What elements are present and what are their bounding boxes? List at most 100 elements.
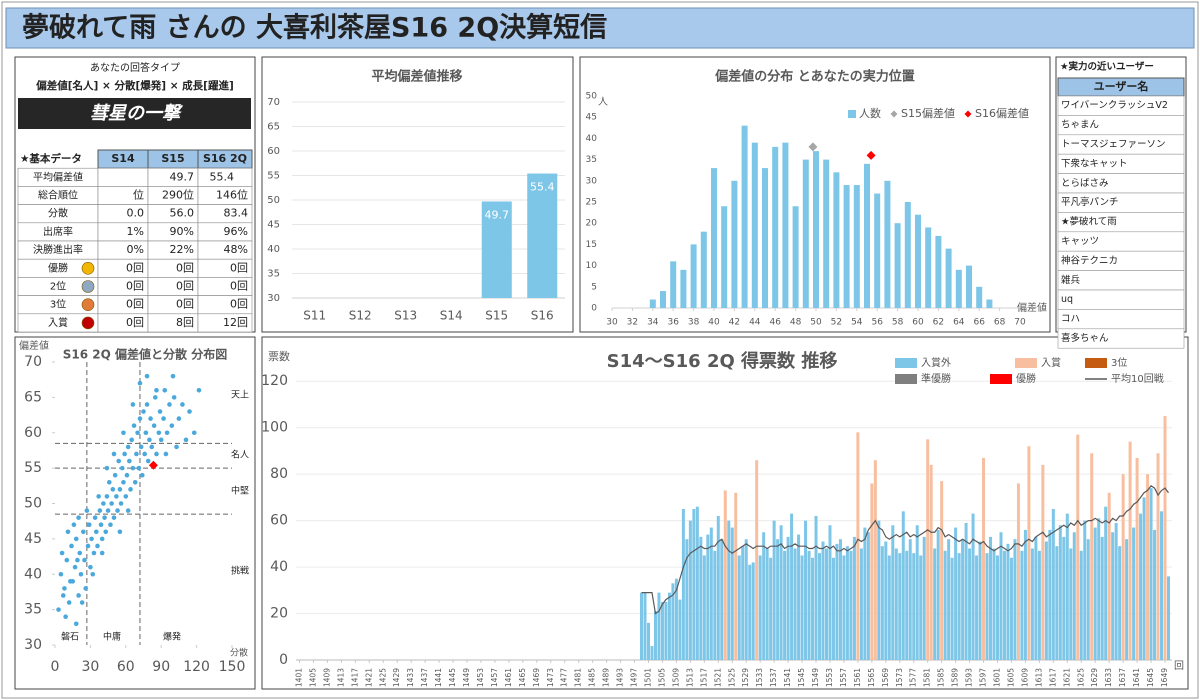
y-tick-label: 15 bbox=[586, 240, 597, 250]
bar bbox=[700, 231, 707, 308]
chart-title: S14～S16 2Q 得票数 推移 bbox=[607, 350, 838, 372]
vote-bar bbox=[727, 520, 731, 660]
vote-bar bbox=[751, 562, 755, 660]
point bbox=[170, 373, 176, 379]
x-tick-label: 60 bbox=[117, 659, 135, 675]
highlight-point bbox=[148, 460, 158, 470]
user-name: 雑兵 bbox=[1061, 274, 1081, 286]
vote-bar bbox=[818, 553, 822, 660]
y-tick-label: 70 bbox=[267, 97, 280, 108]
vote-bar bbox=[692, 509, 696, 660]
x-tick-label: 0 bbox=[51, 659, 60, 675]
point bbox=[158, 437, 164, 443]
point bbox=[91, 550, 97, 556]
y-tick-label: 65 bbox=[24, 389, 42, 405]
table-value: 0回 bbox=[126, 261, 144, 274]
point bbox=[196, 388, 202, 393]
point bbox=[121, 479, 126, 485]
y-tick-label: 60 bbox=[267, 146, 280, 157]
table-cell bbox=[97, 167, 149, 187]
point bbox=[127, 458, 132, 464]
y-tick-label: 40 bbox=[267, 244, 280, 255]
user-name: ★夢破れて雨 bbox=[1061, 216, 1117, 228]
user-name: 平凡亭パンチ bbox=[1061, 196, 1118, 208]
column-header: S16 2Q bbox=[203, 152, 247, 165]
bar bbox=[823, 159, 830, 308]
vote-bar bbox=[1079, 550, 1083, 660]
point bbox=[81, 529, 86, 535]
user-cell bbox=[1057, 289, 1185, 310]
x-tick-label: 1569 bbox=[881, 668, 890, 687]
point bbox=[148, 416, 153, 421]
point bbox=[117, 487, 123, 492]
x-tick-label: 1645 bbox=[1146, 668, 1155, 687]
x-tick-label: 1501 bbox=[643, 668, 652, 687]
table-value: 56.0 bbox=[170, 207, 195, 220]
point bbox=[141, 409, 146, 414]
bar bbox=[935, 235, 942, 308]
vote-bar bbox=[664, 601, 668, 660]
table-value: 0回 bbox=[176, 298, 194, 311]
bar bbox=[864, 163, 870, 308]
user-name: 下衆なキャット bbox=[1061, 157, 1128, 169]
point bbox=[117, 529, 123, 535]
x-tick-label: 1417 bbox=[350, 668, 359, 687]
vote-bar bbox=[821, 541, 825, 660]
bar bbox=[915, 214, 921, 308]
x-tick-label: 1625 bbox=[1076, 668, 1085, 687]
y-tick-label: 120 bbox=[261, 373, 288, 389]
vote-bar bbox=[1114, 522, 1118, 660]
vote-bar bbox=[1041, 464, 1045, 660]
y-axis-label: 人 bbox=[598, 97, 608, 108]
user-name: コハ bbox=[1061, 314, 1080, 325]
vote-bar bbox=[720, 539, 724, 660]
x-tick-label: 1429 bbox=[392, 668, 401, 687]
vote-bar bbox=[915, 525, 919, 660]
region-label: 中堅 bbox=[231, 485, 249, 497]
vote-bar bbox=[653, 611, 657, 660]
x-tick-label: 64 bbox=[953, 318, 965, 328]
y-tick-label: 5 bbox=[591, 282, 597, 292]
average-line bbox=[641, 484, 1169, 615]
vote-bar bbox=[933, 548, 937, 660]
vote-bar bbox=[667, 592, 671, 660]
x-tick-label: 1477 bbox=[560, 668, 569, 687]
x-tick-label: 32 bbox=[627, 318, 638, 328]
vote-bar bbox=[1160, 511, 1164, 660]
vote-bar bbox=[1023, 529, 1027, 660]
bar bbox=[527, 173, 558, 298]
vote-bar bbox=[831, 557, 835, 660]
x-tick-label: 1509 bbox=[671, 668, 680, 687]
vote-bar bbox=[814, 515, 818, 660]
table-value: 0回 bbox=[176, 261, 194, 274]
point bbox=[128, 487, 133, 492]
row-label: 平均偏差値 bbox=[33, 170, 83, 183]
point bbox=[167, 402, 172, 407]
point bbox=[151, 423, 157, 428]
x-tick-label: 66 bbox=[973, 318, 985, 328]
y-tick-label: 40 bbox=[24, 566, 42, 582]
point bbox=[171, 395, 177, 400]
x-tick-label: 62 bbox=[933, 318, 944, 328]
vote-bar bbox=[755, 460, 759, 660]
vote-bar bbox=[908, 539, 912, 660]
point bbox=[147, 437, 152, 443]
table-value: 0回 bbox=[126, 316, 144, 329]
bar bbox=[976, 286, 983, 308]
point bbox=[187, 409, 192, 414]
point bbox=[89, 536, 94, 542]
vote-bar bbox=[1100, 536, 1104, 660]
vote-bar bbox=[1139, 513, 1143, 660]
x-tick-label: 1629 bbox=[1090, 668, 1099, 687]
row-label: 入賞 bbox=[48, 316, 68, 329]
vote-bar bbox=[1030, 548, 1034, 660]
x-tick-label: 1437 bbox=[420, 668, 429, 687]
vote-bar bbox=[1055, 546, 1059, 660]
type-name: 彗星の一撃 bbox=[90, 103, 183, 124]
y-tick-label: 0 bbox=[591, 304, 597, 314]
point bbox=[76, 515, 81, 520]
vote-bar bbox=[894, 548, 898, 660]
point bbox=[144, 373, 150, 379]
x-tick-label: 50 bbox=[810, 318, 822, 328]
